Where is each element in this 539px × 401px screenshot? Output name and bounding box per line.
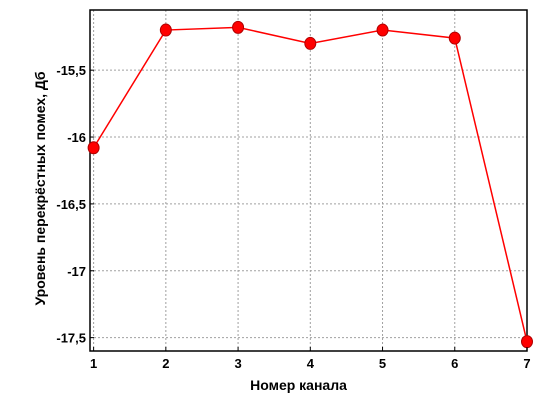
x-tick-label: 3	[234, 356, 241, 371]
grid-lines	[90, 10, 528, 351]
y-axis-ticks: -15,5 -16 -16,5 -17 -17,5	[56, 63, 94, 346]
y-axis-title: Уровень перекрёстных помех, Дб	[32, 71, 48, 305]
x-tick-label: 4	[307, 356, 315, 371]
data-point	[521, 335, 533, 349]
y-tick-label: -15,5	[56, 63, 86, 78]
x-tick-label: 1	[90, 356, 97, 371]
data-point	[376, 23, 389, 37]
data-point	[304, 36, 317, 50]
x-tick-label: 6	[451, 356, 458, 371]
y-tick-label: -16	[67, 130, 86, 145]
data-point	[232, 20, 245, 34]
y-tick-label: -17,5	[56, 331, 86, 346]
x-axis-title: Номер канала	[250, 377, 347, 393]
y-tick-label: -17	[67, 264, 86, 279]
data-point	[159, 23, 172, 37]
plot-frame	[89, 9, 528, 352]
x-tick-label: 2	[162, 356, 169, 371]
x-tick-label: 5	[379, 356, 386, 371]
series-layer	[87, 20, 533, 349]
y-tick-label: -16,5	[56, 197, 86, 212]
data-point	[448, 31, 461, 45]
x-axis-ticks: 1 2 3 4 5 6 7	[90, 347, 531, 371]
data-point	[87, 141, 100, 155]
x-tick-label: 7	[523, 356, 530, 371]
